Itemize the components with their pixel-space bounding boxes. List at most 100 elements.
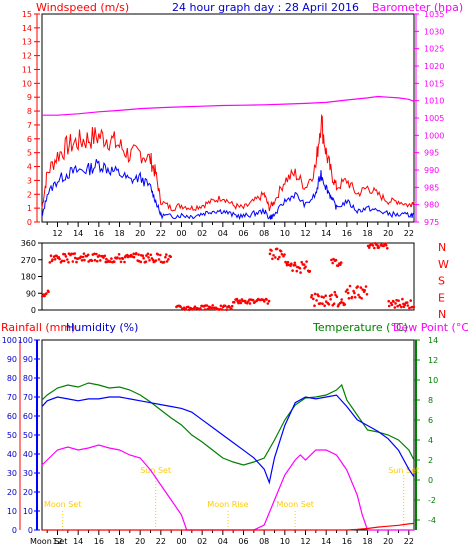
direction-point: [146, 252, 150, 256]
direction-point: [64, 255, 68, 258]
windspeed-axis-label: Windspeed (m/s): [36, 1, 129, 14]
direction-point: [289, 264, 292, 268]
direction-point: [73, 256, 77, 260]
direction-point: [110, 257, 113, 260]
direction-point: [360, 297, 363, 300]
direction-point: [324, 294, 328, 298]
direction-point: [299, 271, 302, 274]
direction-point: [105, 257, 108, 261]
direction-tick-label: 180: [21, 273, 36, 282]
windspeed-tick-label: 1: [27, 204, 32, 213]
rainfall-tick-label: 40: [7, 450, 17, 459]
direction-point: [263, 300, 266, 303]
direction-point: [317, 294, 320, 298]
hour-tick-label: 12: [300, 537, 310, 546]
direction-point: [332, 302, 336, 306]
windspeed-tick-label: 13: [22, 38, 32, 47]
direction-point: [151, 258, 155, 262]
direction-point: [179, 305, 182, 309]
windgust-line: [41, 113, 415, 212]
direction-point: [394, 302, 397, 305]
windspeed-tick-label: 9: [27, 93, 32, 102]
direction-point: [343, 303, 347, 306]
hour-tick-label: 10: [280, 229, 290, 238]
direction-point: [55, 254, 58, 258]
windspeed-tick-label: 3: [27, 176, 32, 185]
humidity-tick-label: 60: [23, 412, 33, 421]
direction-point: [409, 299, 413, 302]
direction-point: [279, 250, 283, 253]
hour-tick-label: 16: [94, 537, 104, 546]
rain-line: [42, 522, 415, 531]
direction-point: [51, 258, 54, 261]
direction-tick-label: 0: [31, 306, 36, 315]
hour-tick-label: 20: [135, 537, 145, 546]
barometer-tick-label: 1000: [424, 131, 444, 140]
hour-tick-label: 00: [176, 537, 186, 546]
direction-point: [365, 293, 369, 296]
direction-point: [238, 299, 241, 303]
temperature-tick-label: 0: [428, 476, 433, 485]
barometer-tick-label: 1020: [424, 62, 444, 71]
temperature-tick-label: -2: [428, 496, 436, 505]
direction-point: [346, 288, 349, 292]
direction-point: [123, 260, 126, 264]
compass-label: W: [438, 258, 449, 271]
direction-point: [230, 304, 234, 308]
direction-point: [278, 255, 281, 259]
direction-point: [412, 305, 416, 309]
direction-point: [235, 297, 239, 301]
direction-point: [302, 263, 306, 266]
direction-point: [335, 295, 339, 299]
direction-point: [149, 253, 153, 257]
direction-point: [43, 294, 46, 298]
barometer-tick-label: 975: [424, 218, 439, 227]
barometer-tick-label: 1030: [424, 27, 444, 36]
direction-point: [353, 291, 356, 295]
hour-tick-label: 14: [321, 229, 331, 238]
hour-tick-label: 18: [362, 229, 372, 238]
windspeed-tick-label: 7: [27, 121, 32, 130]
direction-point: [304, 265, 307, 269]
direction-point: [334, 258, 338, 262]
direction-point: [193, 305, 197, 309]
direction-point: [331, 261, 335, 265]
barometer-tick-label: 995: [424, 149, 439, 158]
windspeed-avg-line: [41, 159, 415, 221]
direction-point: [132, 255, 136, 259]
compass-label: N: [438, 308, 446, 321]
rainfall-tick-label: 30: [7, 469, 17, 478]
direction-tick-label: 360: [21, 239, 36, 248]
direction-point: [363, 289, 367, 292]
direction-point: [272, 254, 275, 257]
compass-label: E: [438, 291, 445, 304]
event-marker-label: Moon Set: [276, 500, 313, 509]
direction-point: [312, 297, 315, 301]
direction-point: [392, 300, 395, 303]
direction-point: [393, 306, 397, 309]
direction-point: [386, 247, 389, 250]
temperature-line: [41, 382, 415, 466]
windspeed-tick-label: 11: [22, 65, 32, 74]
direction-point: [225, 308, 228, 312]
direction-point: [121, 257, 124, 261]
direction-point: [300, 260, 304, 264]
direction-point: [116, 256, 119, 259]
direction-point: [333, 290, 337, 294]
direction-point: [165, 253, 168, 256]
hour-tick-label: 22: [404, 537, 414, 546]
direction-point: [60, 259, 64, 263]
direction-point: [233, 301, 236, 304]
rainfall-tick-label: 0: [12, 526, 17, 535]
temperature-axis-label: Temperature (°C): [312, 321, 408, 334]
hour-tick-label: 04: [218, 537, 228, 546]
direction-point: [199, 307, 202, 310]
direction-point: [47, 290, 50, 294]
hour-tick-label: 20: [383, 537, 393, 546]
event-marker-label: Moon Set: [44, 500, 81, 509]
direction-point: [280, 253, 284, 256]
direction-point: [408, 306, 411, 310]
direction-point: [99, 259, 102, 262]
